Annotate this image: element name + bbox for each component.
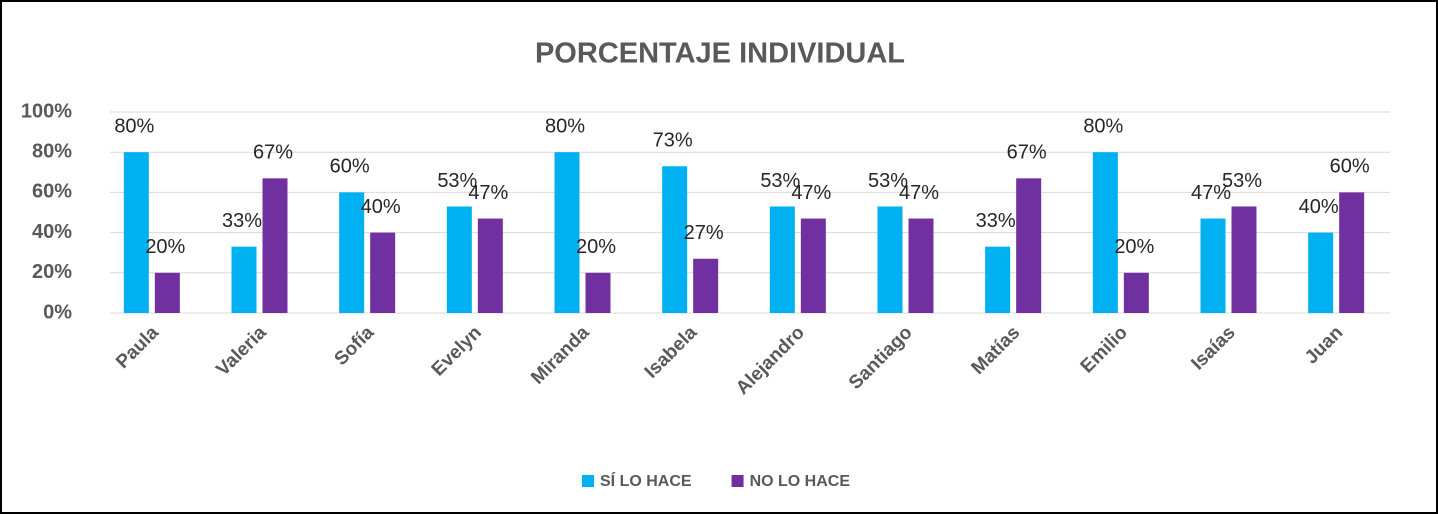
value-label: 47% [791,182,831,204]
bar [554,152,580,313]
value-label: 67% [1007,142,1047,164]
value-label: 33% [222,210,262,232]
y-tick-label: 20% [32,261,72,283]
bar [477,218,503,313]
bar [1200,218,1226,313]
bar [446,206,472,313]
bar [370,232,396,313]
value-label: 40% [361,196,401,218]
bar [1123,272,1149,313]
bar [662,166,688,313]
value-label: 27% [684,222,724,244]
bar [1016,178,1042,313]
legend-label: NO LO HACE [750,473,851,490]
bar [985,246,1011,313]
bar [123,152,149,313]
value-label: 53% [1222,170,1262,192]
bar [1092,152,1118,313]
y-tick-label: 100% [21,100,72,122]
y-tick-label: 40% [32,221,72,243]
value-label: 80% [1083,115,1123,137]
value-label: 40% [1299,196,1339,218]
value-label: 80% [114,115,154,137]
bar [908,218,934,313]
bar [769,206,795,313]
bar [339,192,365,313]
bar [1231,206,1257,313]
y-tick-label: 60% [32,181,72,203]
y-tick-label: 80% [32,140,72,162]
value-label: 73% [653,130,693,152]
chart-title: PORCENTAJE INDIVIDUAL [535,38,905,70]
bar [1308,232,1334,313]
value-label: 67% [253,142,293,164]
bar [262,178,288,313]
legend-label: SÍ LO HACE [600,471,692,490]
legend-swatch [582,475,594,487]
value-label: 53% [868,170,908,192]
bar [585,272,611,313]
bar [800,218,826,313]
value-label: 53% [437,170,477,192]
bar [231,246,257,313]
bar [877,206,903,313]
value-label: 53% [760,170,800,192]
bar [1339,192,1365,313]
value-label: 60% [1330,156,1370,178]
value-label: 60% [330,156,370,178]
value-label: 33% [976,210,1016,232]
value-label: 47% [468,182,508,204]
value-label: 80% [545,115,585,137]
legend-swatch [731,475,744,487]
value-label: 20% [576,236,616,258]
bar [154,272,180,313]
value-label: 47% [899,182,939,204]
value-label: 20% [1114,236,1154,258]
bar [693,258,719,313]
value-label: 20% [145,236,185,258]
y-tick-label: 0% [43,301,72,323]
value-label: 47% [1191,182,1231,204]
